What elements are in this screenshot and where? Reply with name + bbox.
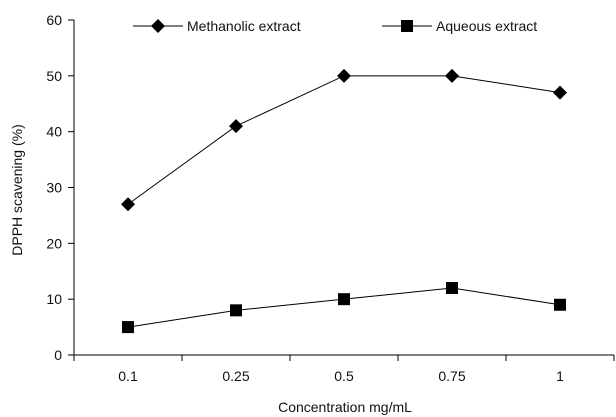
data-point — [553, 85, 567, 100]
legend-marker — [151, 19, 165, 33]
data-point — [338, 293, 350, 306]
legend-entry: Methanolic extract — [133, 18, 301, 34]
y-axis-ticks: 0 10 20 30 40 50 60 — [46, 12, 74, 363]
data-point — [554, 298, 566, 311]
data-point — [445, 68, 459, 83]
legend-label: Aqueous extract — [436, 18, 537, 34]
data-point — [229, 119, 243, 134]
y-tick-label: 0 — [54, 347, 62, 363]
x-tick-label: 0.25 — [222, 368, 249, 384]
legend-marker — [401, 20, 413, 32]
legend-label: Methanolic extract — [187, 18, 301, 34]
x-tick-label: 0.75 — [438, 368, 465, 384]
data-point — [230, 304, 242, 317]
series-line — [127, 75, 561, 205]
y-tick-label: 20 — [46, 235, 62, 251]
data-point — [446, 282, 458, 294]
series-layer — [121, 68, 567, 334]
y-tick-label: 50 — [46, 68, 62, 84]
y-tick-label: 40 — [46, 124, 62, 140]
x-axis-ticks: 0.1 0.25 0.5 0.75 1 — [73, 355, 615, 384]
data-point — [337, 68, 351, 83]
x-tick-label: 1 — [556, 368, 564, 384]
data-point — [121, 197, 135, 212]
series-2 — [122, 282, 566, 334]
y-tick-label: 60 — [46, 12, 62, 28]
y-tick-label: 10 — [46, 291, 62, 307]
y-axis-label: DPPH scavening (%) — [9, 124, 25, 256]
x-tick-label: 0.1 — [118, 368, 138, 384]
x-axis-label: Concentration mg/mL — [278, 399, 412, 415]
legend: Methanolic extract Aqueous extract — [133, 18, 537, 34]
legend-entry: Aqueous extract — [382, 18, 537, 34]
y-tick-label: 30 — [46, 180, 62, 196]
x-tick-label: 0.5 — [334, 368, 354, 384]
data-point — [122, 321, 134, 334]
series-1 — [121, 68, 567, 212]
